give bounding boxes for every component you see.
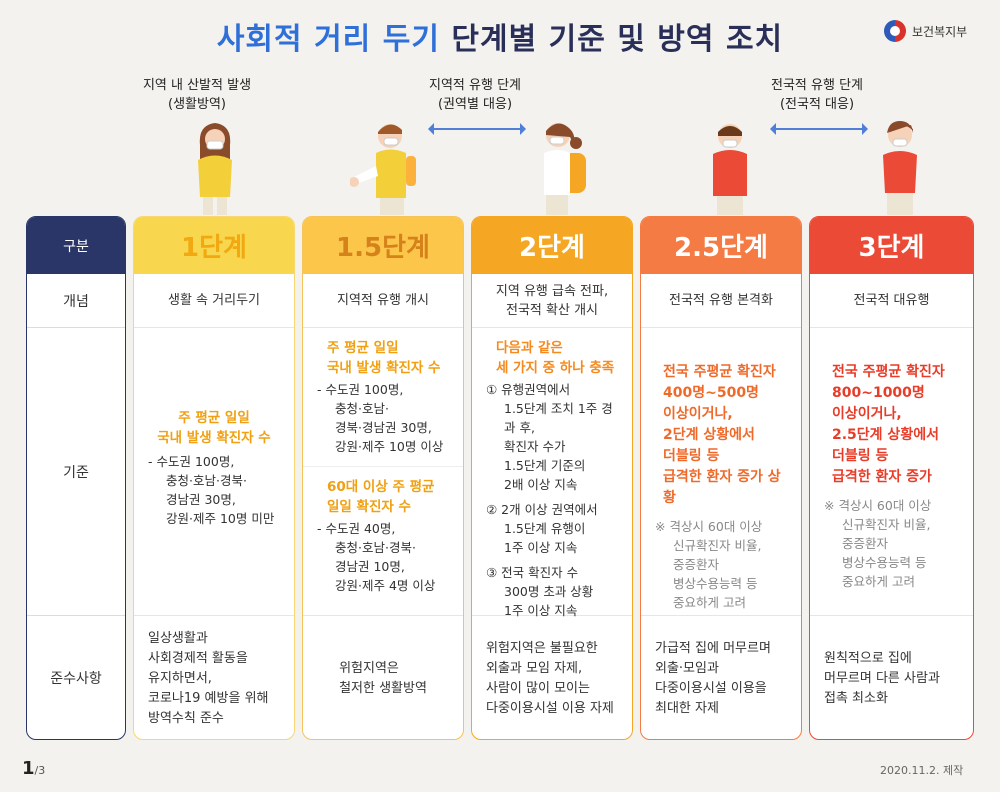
stage-3-column: 3단계 전국적 대유행 전국 주평균 확진자 800~1000명 이상이거나, … xyxy=(809,216,974,740)
row-label-header: 구분 xyxy=(27,217,125,274)
stage-1-column: 1단계 생활 속 거리두기 주 평균 일일 국내 발생 확진자 수 - 수도권 … xyxy=(133,216,295,740)
stage-1-comply: 일상생활과 사회경제적 활동을 유지하면서, 코로나19 예방을 위해 방역수칙… xyxy=(148,630,269,726)
stage-1-5-body: - 수도권 100명, 충청·호남· 경북·경남권 30명, 강원·제주 10명… xyxy=(317,382,444,454)
person-stage15-icon xyxy=(350,124,416,215)
stage-3-criteria: 전국 주평균 확진자 800~1000명 이상이거나, 2.5단계 상황에서 더… xyxy=(810,328,973,616)
double-arrow-icon xyxy=(770,123,868,135)
creation-date: 2020.11.2. 제작 xyxy=(880,764,964,777)
row-label-column: 구분 개념 기준 준수사항 xyxy=(26,216,126,740)
stage-1-header: 1단계 xyxy=(134,217,294,274)
stage-2-5-highlight: 전국 주평균 확진자 400명~500명 이상이거나, 2단계 상황에서 더블링… xyxy=(663,364,781,506)
stage-3-concept: 전국적 대유행 xyxy=(810,274,973,328)
person-stage2-icon xyxy=(544,123,586,215)
stage-2-5-column: 2.5단계 전국적 유행 본격화 전국 주평균 확진자 400명~500명 이상… xyxy=(640,216,802,740)
divider xyxy=(303,466,463,467)
person-stage25-icon xyxy=(713,124,747,215)
stage-1-5-concept: 지역적 유행 개시 xyxy=(303,274,463,328)
stage-1-5-body-2: - 수도권 40명, 충청·호남·경북· 경남권 10명, 강원·제주 4명 이… xyxy=(317,521,436,593)
row-label-comply: 준수사항 xyxy=(50,670,102,687)
stage-2-comply: 위험지역은 불필요한 외출과 모임 자제, 사람이 많이 모이는 다중이용시설 … xyxy=(486,640,614,716)
stage-2-highlight: 다음과 같은 세 가지 중 하나 충족 xyxy=(496,340,615,376)
page-indicator: 1/3 xyxy=(22,758,46,779)
ministry-logo: 보건복지부 xyxy=(884,20,967,42)
stage-2-5-comply: 가급적 집에 머무르며 외출·모임과 다중이용시설 이용을 최대한 자제 xyxy=(655,640,771,716)
taegeuk-emblem-icon xyxy=(884,20,906,42)
stage-2-5-note: ※ 격상시 60대 이상 신규확진자 비율, 중증환자 병상수용능력 등 중요하… xyxy=(655,519,763,610)
stage-2-concept: 지역 유행 급속 전파, 전국적 확산 개시 xyxy=(472,274,632,328)
stage-2-5-criteria: 전국 주평균 확진자 400명~500명 이상이거나, 2단계 상황에서 더블링… xyxy=(641,328,801,616)
title-part2: 단계별 기준 및 방역 조치 xyxy=(451,22,784,57)
stage-3-note: ※ 격상시 60대 이상 신규확진자 비율, 중증환자 병상수용능력 등 중요하… xyxy=(824,498,932,589)
caption-regional: 지역적 유행 단계 (권역별 대응) xyxy=(429,78,521,112)
stage-1-5-comply: 위험지역은 철저한 생활방역 xyxy=(339,660,427,696)
stage-2-5-concept: 전국적 유행 본격화 xyxy=(641,274,801,328)
row-label-concept: 개념 xyxy=(27,274,125,328)
stage-1-5-column: 1.5단계 지역적 유행 개시 주 평균 일일 국내 발생 확진자 수 - 수도… xyxy=(302,216,464,740)
stage-3-header: 3단계 xyxy=(810,217,973,274)
stage-2-column: 2단계 지역 유행 급속 전파, 전국적 확산 개시 다음과 같은 세 가지 중… xyxy=(471,216,633,740)
stage-1-body: - 수도권 100명, 충청·호남·경북· 경남권 30명, 강원·제주 10명… xyxy=(148,454,275,526)
stage-2-criteria: 다음과 같은 세 가지 중 하나 충족 ① 유행권역에서 1.5단계 조치 1주… xyxy=(472,328,632,618)
stage-2-header: 2단계 xyxy=(472,217,632,274)
stage-1-5-highlight-2: 60대 이상 주 평균 일일 확진자 수 xyxy=(327,479,435,515)
caption-local: 지역 내 산발적 발생 (생활방역) xyxy=(142,78,252,112)
stage-2-item-1: ① 유행권역에서 1.5단계 조치 1주 경과 후, 확진자 수가 1.5단계 … xyxy=(486,382,613,492)
stage-1-5-criteria: 주 평균 일일 국내 발생 확진자 수 - 수도권 100명, 충청·호남· 경… xyxy=(303,328,463,616)
caption-national: 전국적 유행 단계 (전국적 대응) xyxy=(771,78,863,112)
stage-2-5-header: 2.5단계 xyxy=(641,217,801,274)
stage-2-item-2: ② 2개 이상 권역에서 1.5단계 유행이 1주 이상 지속 xyxy=(486,502,598,555)
stage-3-comply: 원칙적으로 집에 머무르며 다른 사람과 접촉 최소화 xyxy=(824,650,940,706)
stage-1-5-header: 1.5단계 xyxy=(303,217,463,274)
stage-1-concept: 생활 속 거리두기 xyxy=(134,274,294,328)
stage-3-highlight: 전국 주평균 확진자 800~1000명 이상이거나, 2.5단계 상황에서 더… xyxy=(832,364,945,485)
stage-2-item-3: ③ 전국 확진자 수 300명 초과 상황 1주 이상 지속 xyxy=(486,565,594,618)
person-stage3-icon xyxy=(883,121,917,215)
double-arrow-icon xyxy=(428,123,526,135)
ministry-name: 보건복지부 xyxy=(912,24,968,39)
person-stage1-icon xyxy=(198,123,232,215)
title-part1: 사회적 거리 두기 xyxy=(216,22,440,57)
stage-1-highlight: 주 평균 일일 국내 발생 확진자 수 xyxy=(157,410,271,446)
row-label-criteria: 기준 xyxy=(27,328,125,616)
stage-1-criteria: 주 평균 일일 국내 발생 확진자 수 - 수도권 100명, 충청·호남·경북… xyxy=(134,328,294,616)
stage-1-5-highlight: 주 평균 일일 국내 발생 확진자 수 xyxy=(327,340,441,376)
page-title: 사회적 거리 두기 단계별 기준 및 방역 조치 xyxy=(0,14,1000,58)
